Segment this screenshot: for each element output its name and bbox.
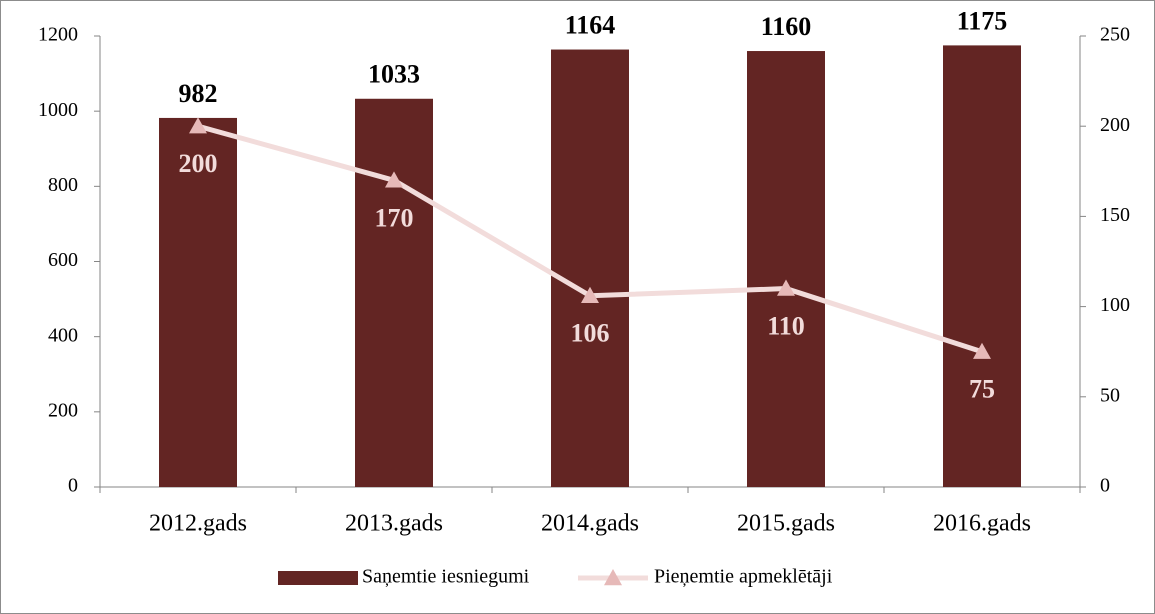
x-tick-label: 2013.gads	[345, 511, 443, 537]
y-tick-label: 600	[48, 249, 78, 271]
y2-tick-label: 0	[1100, 475, 1110, 497]
line-marker	[973, 342, 991, 359]
y-tick-label: 800	[48, 174, 78, 196]
y-tick-label: 400	[48, 324, 78, 346]
bar	[943, 45, 1021, 487]
y2-tick-label: 150	[1100, 204, 1130, 226]
bar	[551, 49, 629, 487]
bar	[355, 98, 433, 488]
line-marker	[777, 279, 795, 296]
bar-label: 982	[179, 79, 218, 108]
line-marker	[581, 286, 599, 303]
y-tick-label: 0	[68, 475, 78, 497]
line-label: 200	[179, 149, 218, 178]
y-tick-label: 1200	[38, 24, 78, 46]
bar-label: 1033	[368, 60, 420, 89]
bar-label: 1175	[957, 6, 1008, 35]
x-tick-label: 2014.gads	[541, 511, 639, 537]
legend-label: Pieņemtie apmeklētāji	[654, 566, 833, 588]
y2-tick-label: 100	[1100, 294, 1130, 316]
line-label: 106	[571, 319, 610, 348]
bar-label: 1160	[761, 12, 812, 41]
line-label: 170	[375, 203, 414, 232]
line-label: 110	[767, 312, 805, 341]
bar	[747, 51, 825, 488]
line-marker	[189, 117, 207, 134]
legend-label: Saņemtie iesniegumi	[362, 566, 530, 588]
y2-tick-label: 200	[1100, 114, 1130, 136]
x-tick-label: 2012.gads	[149, 511, 247, 537]
line-label: 75	[969, 375, 995, 404]
y2-tick-label: 50	[1100, 384, 1120, 406]
legend-swatch	[278, 571, 358, 585]
bar	[159, 117, 237, 487]
bar-label: 1164	[565, 10, 616, 39]
legend-marker	[604, 569, 622, 586]
x-tick-label: 2015.gads	[737, 511, 835, 537]
y-tick-label: 200	[48, 399, 78, 421]
y-tick-label: 1000	[38, 99, 78, 121]
y2-tick-label: 250	[1100, 24, 1130, 46]
x-tick-label: 2016.gads	[933, 511, 1031, 537]
line-marker	[385, 171, 403, 188]
